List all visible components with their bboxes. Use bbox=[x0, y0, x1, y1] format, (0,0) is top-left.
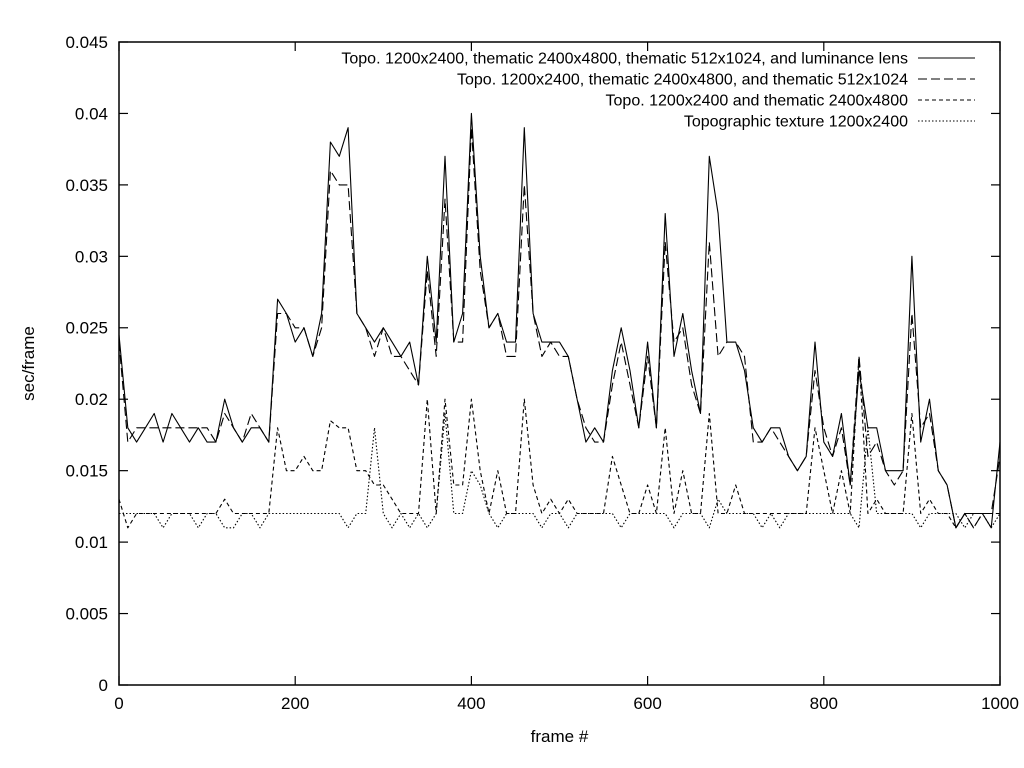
legend-label-3: Topo. 1200x2400 and thematic 2400x4800 bbox=[606, 93, 909, 110]
series-line-2 bbox=[118, 127, 1001, 529]
x-tick-label: 400 bbox=[457, 694, 485, 713]
y-tick-label: 0.035 bbox=[65, 176, 108, 195]
y-tick-label: 0.04 bbox=[75, 104, 108, 123]
x-axis-label: frame # bbox=[531, 727, 589, 746]
y-tick-label: 0 bbox=[99, 676, 108, 695]
y-axis-label: sec/frame bbox=[19, 326, 38, 401]
plot-frame bbox=[118, 41, 1001, 686]
y-tick-label: 0.005 bbox=[65, 605, 108, 624]
x-tick-label: 0 bbox=[114, 694, 123, 713]
series-line-4 bbox=[119, 412, 1001, 529]
legend-label-1: Topo. 1200x2400, thematic 2400x4800, the… bbox=[341, 51, 908, 68]
series-layer bbox=[118, 112, 1001, 529]
y-tick-label: 0.02 bbox=[75, 390, 108, 409]
series-line-3 bbox=[118, 355, 1000, 529]
series-line-1 bbox=[118, 112, 1001, 529]
x-tick-label: 600 bbox=[633, 694, 661, 713]
y-tick-label: 0.025 bbox=[65, 319, 108, 338]
x-tick-label: 200 bbox=[281, 694, 309, 713]
y-tick-label: 0.015 bbox=[65, 462, 108, 481]
x-tick-label: 800 bbox=[810, 694, 838, 713]
y-tick-label: 0.01 bbox=[75, 533, 108, 552]
ticks-layer: 0 200 400 600 800 1000 0 0.005 0.01 0.015 0.02 0.02… bbox=[65, 33, 1018, 713]
y-tick-label: 0.045 bbox=[65, 33, 108, 52]
x-tick-label: 1000 bbox=[981, 694, 1019, 713]
y-tick-label: 0.03 bbox=[75, 247, 108, 266]
legend-label-2: Topo. 1200x2400, thematic 2400x4800, and… bbox=[457, 72, 908, 89]
legend-label-4: Topographic texture 1200x2400 bbox=[684, 114, 908, 131]
legend: Topo. 1200x2400, thematic 2400x4800, the… bbox=[341, 51, 975, 131]
